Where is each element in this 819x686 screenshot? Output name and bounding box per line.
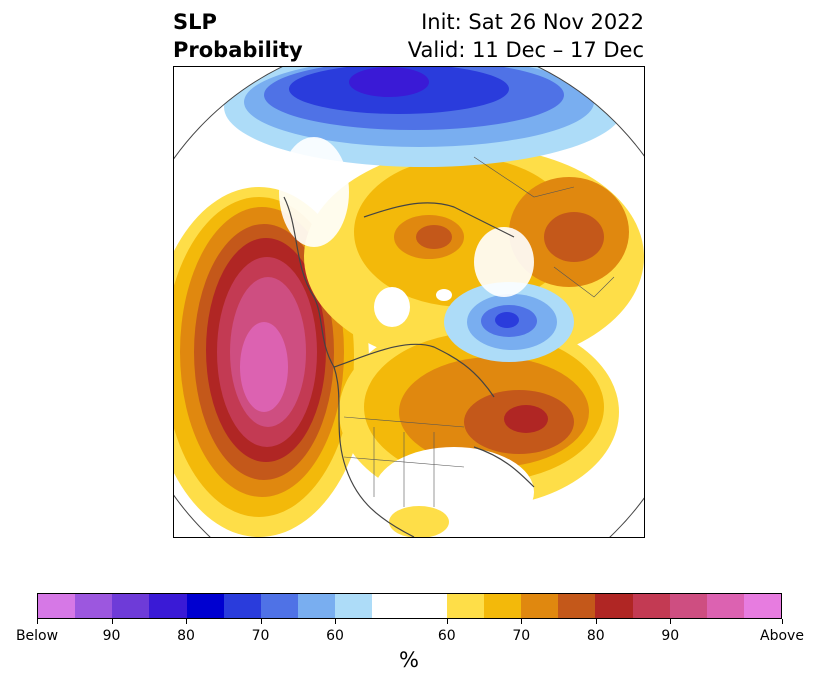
colorbar-unit: % [399, 648, 419, 672]
polar-low-anomaly [224, 67, 624, 167]
chart-dates: Init: Sat 26 Nov 2022 Valid: 11 Dec – 17… [408, 8, 644, 64]
colorbar-cell [669, 594, 707, 618]
colorbar-tick-mark [186, 619, 187, 624]
map-svg [174, 67, 644, 537]
title-metric: Probability [173, 38, 303, 62]
colorbar-tick-label: 80 [586, 628, 605, 644]
colorbar-tick-label: 70 [512, 628, 531, 644]
colorbar-tick-mark [782, 619, 783, 624]
colorbar-cell [558, 594, 596, 618]
colorbar-tick-label: 60 [326, 628, 344, 644]
colorbar-tick-label: Below [15, 628, 59, 644]
colorbar-cell [595, 594, 633, 618]
pac-95 [240, 322, 288, 412]
colorbar-tick-mark [446, 619, 448, 624]
colorbar-cell [632, 594, 670, 618]
colorbar-cell [186, 594, 224, 618]
colorbar-tick-mark [595, 619, 597, 624]
colorbar-cell [372, 594, 410, 618]
valid-range: Valid: 11 Dec – 17 Dec [407, 38, 644, 62]
colorbar-cell [223, 594, 261, 618]
colorbar-cell [446, 594, 484, 618]
probability-map [173, 66, 645, 538]
colorbar-cell [409, 594, 447, 618]
colorbar-cell [335, 594, 373, 618]
colorbar-cell [298, 594, 336, 618]
colorbar-tick-mark [670, 619, 672, 624]
colorbar-tick-mark [37, 619, 38, 624]
colorbar-cell [743, 594, 782, 618]
colorbar-tick-label: 70 [251, 628, 270, 644]
chart-title: SLP Probability [173, 8, 303, 64]
colorbar-cell [75, 594, 113, 618]
colorbar-tick-label: 90 [102, 628, 121, 644]
colorbar-cell [149, 594, 187, 618]
init-date: Init: Sat 26 Nov 2022 [421, 10, 644, 34]
colorbar-cell [706, 594, 744, 618]
colorbar-tick-label: Above [760, 628, 804, 644]
colorbar-cell [483, 594, 522, 618]
colorbar-tick-mark [335, 619, 336, 624]
europe-low-anomaly [444, 282, 574, 362]
colorbar-tick-label: 60 [437, 628, 456, 644]
colorbar-tick-mark [521, 619, 523, 624]
colorbar-cell [38, 594, 76, 618]
colorbar-tick-label: 80 [177, 628, 195, 644]
title-variable: SLP [173, 10, 217, 34]
colorbar-tick-label: 90 [661, 628, 680, 644]
colorbar [37, 593, 782, 619]
colorbar-cell [521, 594, 559, 618]
borders [343, 156, 615, 507]
pacific-high-anomaly [174, 187, 369, 537]
colorbar-cell [260, 594, 299, 618]
colorbar-tick-mark [111, 619, 113, 624]
colorbar-cell [112, 594, 150, 618]
colorbar-tick-mark [260, 619, 262, 624]
coastlines [283, 196, 535, 537]
